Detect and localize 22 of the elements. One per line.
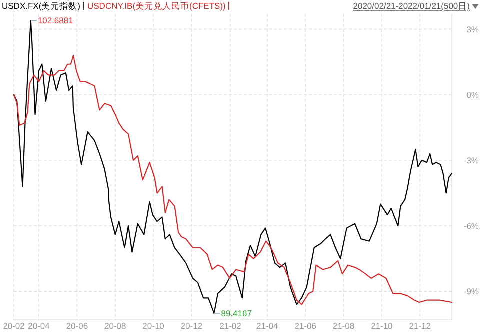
y-tick-label: -6% <box>464 221 480 232</box>
x-tick-label: 20-08 <box>104 321 127 331</box>
y-tick-label: -9% <box>464 286 480 297</box>
x-tick-label: 20-04 <box>28 321 50 331</box>
x-tick-label: 20-12 <box>180 321 203 331</box>
x-tick-label: 21-06 <box>294 321 317 331</box>
x-tick-label: 21-02 <box>220 321 242 331</box>
x-tick-label: 21-08 <box>332 321 355 331</box>
x-tick-label: 21-10 <box>371 321 394 331</box>
text: 2020/02/21-2022/01/21(500日) <box>353 1 470 11</box>
annotation: 102.6881 <box>38 16 74 26</box>
y-tick-label: 3% <box>466 24 480 34</box>
x-tick-label: 21-04 <box>256 321 279 331</box>
x-tick-label: 20-06 <box>66 321 88 331</box>
annotation: 89.4167 <box>221 308 252 318</box>
x-tick-label: 20-10 <box>142 321 165 331</box>
x-tick-label: 21-12 <box>409 321 432 331</box>
legend-label: USDCNY.IB(美元兑人民币(CFETS)) <box>88 1 226 11</box>
y-tick-label: -3% <box>464 155 480 166</box>
x-tick-label: 20-02 <box>3 321 26 331</box>
legend-label: USDX.FX(美元指数) <box>2 1 81 11</box>
y-tick-label: 0% <box>466 90 480 100</box>
